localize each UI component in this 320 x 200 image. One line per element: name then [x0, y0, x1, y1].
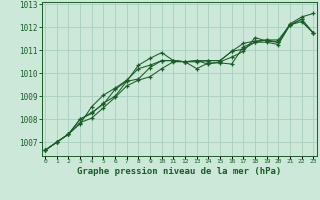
- X-axis label: Graphe pression niveau de la mer (hPa): Graphe pression niveau de la mer (hPa): [77, 167, 281, 176]
